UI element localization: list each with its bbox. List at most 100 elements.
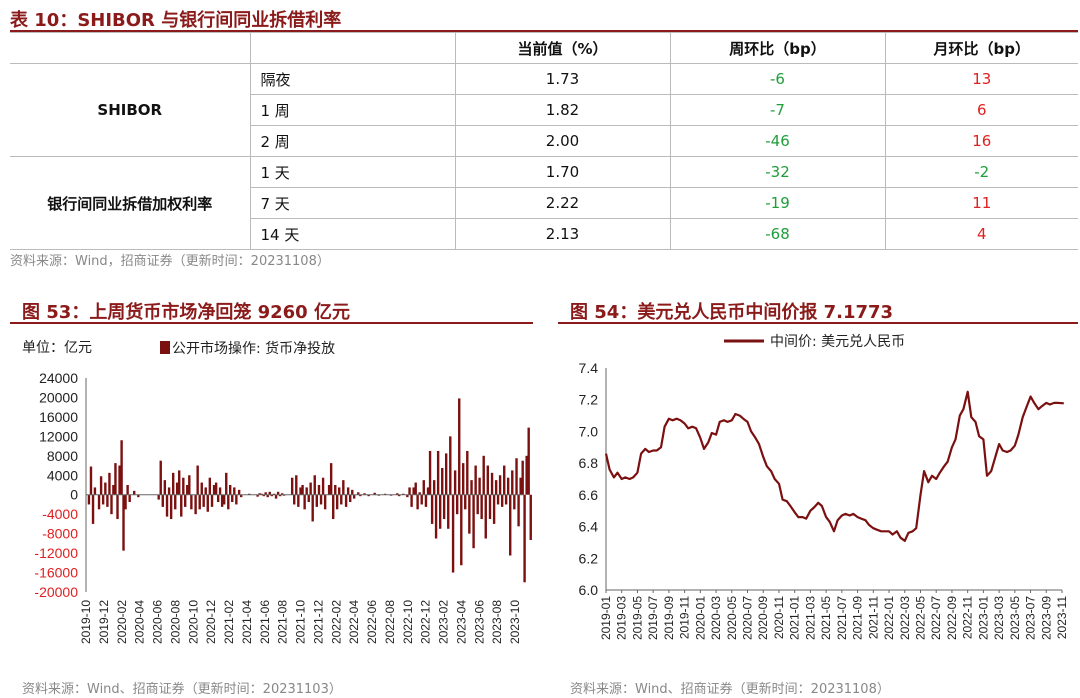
bar [190,494,193,510]
bar [349,494,352,503]
fig54-title: 图 54：美元兑人民币中间价报 7.1773 [570,302,894,323]
bar [227,494,230,510]
bar [171,472,175,495]
bar [436,450,440,495]
x-tick-label: 2023-06 [472,600,486,644]
bar [231,494,234,503]
y-tick-label: 20000 [39,389,78,405]
y-tick-label: 6.2 [579,550,599,566]
term-cell: 14 天 [250,218,456,250]
bar [460,494,463,566]
bar [373,492,376,495]
bar [346,487,350,495]
y-tick-label: 12000 [39,428,78,444]
bar [438,494,442,529]
x-tick-label: 2020-11 [772,596,786,639]
bar [124,494,127,510]
bar [110,494,113,515]
bar [478,477,481,495]
wow-cell: -19 [669,187,886,219]
bar [420,494,423,505]
bar [161,494,164,507]
bar [157,494,160,500]
unit-label: 单位：亿元 [22,340,92,356]
bar [313,475,316,495]
bar [182,477,185,495]
bar [87,494,91,505]
term-cell: 隔夜 [249,63,456,95]
bar [498,475,502,495]
bar [334,485,337,495]
bar [200,482,203,495]
bar [359,494,362,497]
bar [474,465,477,495]
y-tick-label: 7.2 [579,392,599,408]
bar [525,455,528,495]
bar [266,494,269,498]
bar [120,440,123,495]
bar [342,480,345,495]
y-tick-label: 6.4 [579,519,599,535]
bar [235,494,238,505]
bar [305,487,308,495]
table-row: 7 天 2.22 -19 11 [10,187,1078,219]
x-tick-label: 2022-08 [383,600,397,644]
x-tick-label: 2023-02 [437,600,451,644]
bar [464,494,467,510]
header-value: 当前值（%） [454,32,671,64]
bar [321,477,325,495]
bar [210,494,214,507]
x-tick-label: 2022-01 [882,596,896,640]
table-row: SHIBOR 隔夜 1.73 -6 13 [10,63,1078,157]
y-tick-label: 6.8 [579,455,599,471]
value-cell: 1.73 [454,63,671,95]
bar [451,494,455,573]
bar [106,494,109,507]
bar [297,494,300,507]
x-tick-label: 2021-03 [803,596,817,640]
bar [430,494,434,524]
x-tick-label: 2022-11 [961,596,975,639]
bar [206,494,209,512]
bar [194,494,197,515]
table-source: 资料来源：Wind，招商证券（更新时间：20231108） [10,254,330,269]
x-tick-label: 2019-11 [678,596,692,639]
bar [167,487,171,495]
fig53-title: 图 53：上周货币市场净回笼 9260 亿元 [22,302,350,323]
bar [216,494,220,503]
value-cell: 2.22 [454,187,671,219]
bar [484,494,487,539]
bar [212,485,216,495]
x-tick-label: 2019-03 [615,596,629,640]
x-tick-label: 2022-09 [945,596,959,640]
header-blank-1 [10,32,251,64]
bar [332,494,335,520]
bar [472,494,475,549]
bar [344,494,348,507]
bar [163,480,167,495]
bar [506,477,510,495]
bar [128,494,131,503]
x-tick-label: 2020-05 [725,596,739,640]
bar [274,494,278,499]
x-tick-label: 2021-08 [276,600,290,644]
bar [108,472,111,495]
fig54-title-rule [558,322,1078,324]
bar [494,480,498,495]
bar [363,493,366,495]
bar [449,436,452,495]
bar [309,482,312,495]
y-tick-label: 24000 [39,370,78,386]
net-injection-bar-chart: 单位：亿元 公开市场操作: 货币净投放 24000 20000 16000 12000 80… [22,340,532,644]
bar [159,460,162,495]
y-tick-label: 0 [70,487,78,503]
bar [295,475,298,495]
x-tick-label: 2022-03 [898,596,912,640]
bar [114,463,117,495]
y-tick-label: 16000 [39,409,78,425]
bar [225,472,228,495]
bar [91,494,95,524]
fig53-source: 资料来源：Wind、招商证券（更新时间：20231103） [22,682,342,697]
x-tick-label: 2023-10 [508,600,522,644]
bar [397,494,401,497]
